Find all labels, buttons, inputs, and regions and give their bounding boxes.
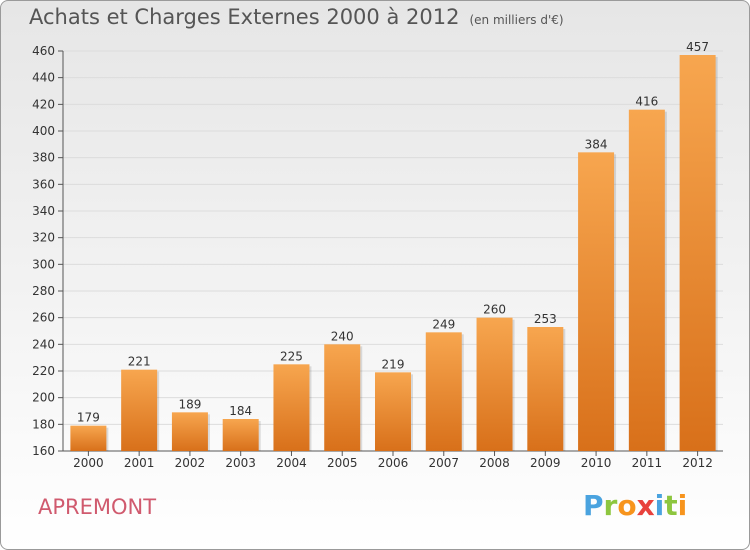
- data-label: 260: [483, 303, 506, 317]
- x-tick-label: 2004: [276, 456, 307, 470]
- x-tick-label: 2001: [124, 456, 155, 470]
- bar-2002: [171, 412, 208, 451]
- y-tick-label: 160: [32, 444, 55, 458]
- chart-subtitle: (en milliers d'€): [469, 13, 564, 27]
- bar-2009: [527, 327, 564, 451]
- data-label: 457: [686, 40, 709, 54]
- commune-name: APREMONT: [38, 495, 157, 519]
- data-label: 189: [178, 397, 201, 411]
- data-label: 240: [331, 329, 354, 343]
- y-tick-label: 440: [32, 71, 55, 85]
- y-tick-label: 420: [32, 97, 55, 111]
- data-label: 249: [432, 317, 455, 331]
- y-tick-label: 380: [32, 151, 55, 165]
- bar-2001: [121, 369, 158, 451]
- y-tick-label: 320: [32, 231, 55, 245]
- y-tick-label: 220: [32, 364, 55, 378]
- y-tick-label: 460: [32, 44, 55, 58]
- x-tick-label: 2009: [530, 456, 561, 470]
- chart-title-block: Achats et Charges Externes 2000 à 2012 (e…: [29, 5, 564, 29]
- x-tick-label: 2000: [73, 456, 104, 470]
- bar-2010: [578, 152, 615, 452]
- x-tick-label: 2005: [327, 456, 358, 470]
- bar-2011: [628, 109, 665, 452]
- x-tick-label: 2006: [378, 456, 409, 470]
- chart-title: Achats et Charges Externes 2000 à 2012: [29, 5, 460, 29]
- x-tick-label: 2007: [428, 456, 459, 470]
- y-tick-label: 240: [32, 337, 55, 351]
- y-tick-label: 200: [32, 391, 55, 405]
- x-tick-label: 2011: [632, 456, 663, 470]
- data-label: 184: [229, 404, 252, 418]
- y-tick-label: 360: [32, 177, 55, 191]
- x-tick-label: 2002: [175, 456, 206, 470]
- bar-2000: [70, 425, 107, 451]
- proxiti-logo: Proxiti: [583, 489, 688, 522]
- data-label: 221: [128, 355, 151, 369]
- bar-2008: [476, 317, 513, 451]
- y-tick-label: 300: [32, 257, 55, 271]
- data-label: 416: [635, 95, 658, 109]
- bar-2012: [679, 55, 716, 451]
- bar-2007: [425, 332, 462, 451]
- x-tick-labels: 2000 2001 2002 2003 2004 2005 2006 2007 2008 2009…: [73, 456, 713, 470]
- x-tick-label: 2010: [581, 456, 612, 470]
- bar-2006: [375, 372, 411, 451]
- data-labels: 179 221 189 184 225 240 219 249 260 253 384 416 457: [77, 40, 709, 425]
- y-tick-label: 180: [32, 417, 55, 431]
- y-tick-label: 280: [32, 284, 55, 298]
- y-tick-label: 260: [32, 311, 55, 325]
- data-label: 253: [534, 312, 557, 326]
- data-label: 219: [382, 357, 405, 371]
- y-tick-label: 340: [32, 204, 55, 218]
- y-tick-labels: 160 180 200 220 240 260 280 300 320 340 360 380 400 4…: [32, 44, 55, 458]
- bar-2003: [222, 419, 259, 451]
- x-tick-label: 2008: [479, 456, 510, 470]
- y-tick-label: 400: [32, 124, 55, 138]
- data-label: 179: [77, 411, 100, 425]
- data-label: 384: [585, 137, 608, 151]
- bar-2005: [324, 344, 361, 451]
- bar-2004: [273, 364, 310, 451]
- x-tick-label: 2012: [682, 456, 713, 470]
- data-label: 225: [280, 349, 303, 363]
- bars: [70, 55, 718, 452]
- x-tick-label: 2003: [225, 456, 256, 470]
